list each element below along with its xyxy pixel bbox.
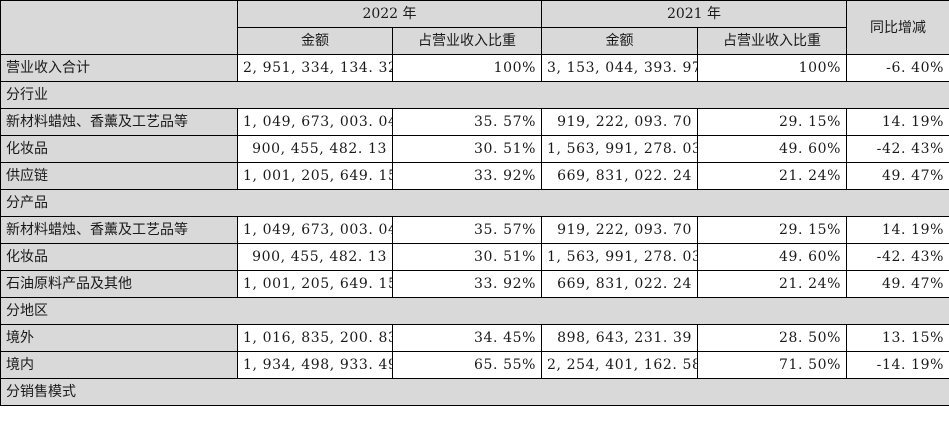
section-title: 分产品 bbox=[0, 189, 949, 217]
table-row: 境内 1, 934, 498, 933. 49 65. 55% 2, 254, 401… bbox=[0, 351, 949, 379]
section-title: 分地区 bbox=[0, 297, 949, 325]
table-row: 化妆品 900, 455, 482. 13 30. 51% 1, 563, 991, … bbox=[0, 135, 949, 163]
share-2022: 30. 51% bbox=[392, 243, 542, 271]
section-header-row: 分行业 bbox=[0, 81, 949, 109]
share-2021: 49. 60% bbox=[697, 243, 847, 271]
yoy-change: -14. 19% bbox=[846, 351, 949, 379]
amount-2021: 919, 222, 093. 70 bbox=[541, 108, 698, 136]
share-2022: 33. 92% bbox=[392, 162, 542, 190]
yoy-change: -42. 43% bbox=[846, 243, 949, 271]
share-2022: 35. 57% bbox=[392, 216, 542, 244]
revenue-table: 2022 年 2021 年 同比增减 金额 占营业收入比重 金额 占营业收入比重… bbox=[0, 0, 949, 406]
share-2021: 21. 24% bbox=[697, 270, 847, 298]
amount-2021: 669, 831, 022. 24 bbox=[541, 162, 698, 190]
yoy-change: -42. 43% bbox=[846, 135, 949, 163]
row-label: 境外 bbox=[0, 324, 238, 352]
yoy-change: 49. 47% bbox=[846, 162, 949, 190]
row-label: 化妆品 bbox=[0, 135, 238, 163]
yoy-change: 14. 19% bbox=[846, 216, 949, 244]
table-row: 供应链 1, 001, 205, 649. 15 33. 92% 669, 831, … bbox=[0, 162, 949, 190]
share-2021: 49. 60% bbox=[697, 135, 847, 163]
share-2022: 100% bbox=[392, 54, 542, 82]
amount-2022: 2, 951, 334, 134. 32 bbox=[237, 54, 393, 82]
amount-2021: 1, 563, 991, 278. 03 bbox=[541, 243, 698, 271]
header-share-2021: 占营业收入比重 bbox=[697, 27, 847, 55]
yoy-change: 49. 47% bbox=[846, 270, 949, 298]
share-2022: 34. 45% bbox=[392, 324, 542, 352]
table-row: 新材料蜡烛、香薰及工艺品等 1, 049, 673, 003. 04 35. 57%… bbox=[0, 216, 949, 244]
share-2021: 29. 15% bbox=[697, 108, 847, 136]
section-header-row: 分地区 bbox=[0, 297, 949, 325]
share-2021: 71. 50% bbox=[697, 351, 847, 379]
header-yoy: 同比增减 bbox=[846, 0, 949, 55]
table-row: 石油原料产品及其他 1, 001, 205, 649. 15 33. 92% 669,… bbox=[0, 270, 949, 298]
amount-2022: 900, 455, 482. 13 bbox=[237, 243, 393, 271]
amount-2022: 1, 016, 835, 200. 83 bbox=[237, 324, 393, 352]
header-corner-cell bbox=[0, 0, 238, 55]
table-row: 化妆品 900, 455, 482. 13 30. 51% 1, 563, 991, … bbox=[0, 243, 949, 271]
section-header-row: 分产品 bbox=[0, 189, 949, 217]
header-amount-2022: 金额 bbox=[237, 27, 393, 55]
share-2021: 28. 50% bbox=[697, 324, 847, 352]
yoy-change: 14. 19% bbox=[846, 108, 949, 136]
amount-2022: 1, 049, 673, 003. 04 bbox=[237, 216, 393, 244]
share-2022: 35. 57% bbox=[392, 108, 542, 136]
yoy-change: -6. 40% bbox=[846, 54, 949, 82]
header-year-2022: 2022 年 bbox=[237, 0, 542, 28]
amount-2021: 919, 222, 093. 70 bbox=[541, 216, 698, 244]
section-title: 分销售模式 bbox=[0, 378, 949, 406]
share-2021: 29. 15% bbox=[697, 216, 847, 244]
amount-2021: 898, 643, 231. 39 bbox=[541, 324, 698, 352]
header-row-columns: 金额 占营业收入比重 金额 占营业收入比重 bbox=[1, 27, 949, 55]
table-row: 新材料蜡烛、香薰及工艺品等 1, 049, 673, 003. 04 35. 57%… bbox=[0, 108, 949, 136]
row-label: 化妆品 bbox=[0, 243, 238, 271]
header-share-2022: 占营业收入比重 bbox=[392, 27, 542, 55]
row-label: 石油原料产品及其他 bbox=[0, 270, 238, 298]
amount-2022: 1, 934, 498, 933. 49 bbox=[237, 351, 393, 379]
amount-2022: 1, 001, 205, 649. 15 bbox=[237, 162, 393, 190]
row-label: 供应链 bbox=[0, 162, 238, 190]
row-label: 营业收入合计 bbox=[0, 54, 238, 82]
section-header-row: 分销售模式 bbox=[0, 378, 949, 406]
amount-2021: 3, 153, 044, 393. 97 bbox=[541, 54, 698, 82]
amount-2021: 2, 254, 401, 162. 58 bbox=[541, 351, 698, 379]
share-2022: 30. 51% bbox=[392, 135, 542, 163]
row-label: 境内 bbox=[0, 351, 238, 379]
share-2021: 100% bbox=[697, 54, 847, 82]
section-title: 分行业 bbox=[0, 81, 949, 109]
table-row: 境外 1, 016, 835, 200. 83 34. 45% 898, 643, 2… bbox=[0, 324, 949, 352]
share-2021: 21. 24% bbox=[697, 162, 847, 190]
amount-2022: 1, 049, 673, 003. 04 bbox=[237, 108, 393, 136]
share-2022: 33. 92% bbox=[392, 270, 542, 298]
amount-2021: 1, 563, 991, 278. 03 bbox=[541, 135, 698, 163]
header-amount-2021: 金额 bbox=[541, 27, 698, 55]
header-row-years: 2022 年 2021 年 同比增减 bbox=[0, 0, 949, 55]
row-label: 新材料蜡烛、香薰及工艺品等 bbox=[0, 216, 238, 244]
amount-2021: 669, 831, 022. 24 bbox=[541, 270, 698, 298]
yoy-change: 13. 15% bbox=[846, 324, 949, 352]
amount-2022: 1, 001, 205, 649. 15 bbox=[237, 270, 393, 298]
amount-2022: 900, 455, 482. 13 bbox=[237, 135, 393, 163]
share-2022: 65. 55% bbox=[392, 351, 542, 379]
header-year-2021: 2021 年 bbox=[541, 0, 847, 28]
row-label: 新材料蜡烛、香薰及工艺品等 bbox=[0, 108, 238, 136]
total-row: 营业收入合计 2, 951, 334, 134. 32 100% 3, 153,… bbox=[0, 54, 949, 82]
